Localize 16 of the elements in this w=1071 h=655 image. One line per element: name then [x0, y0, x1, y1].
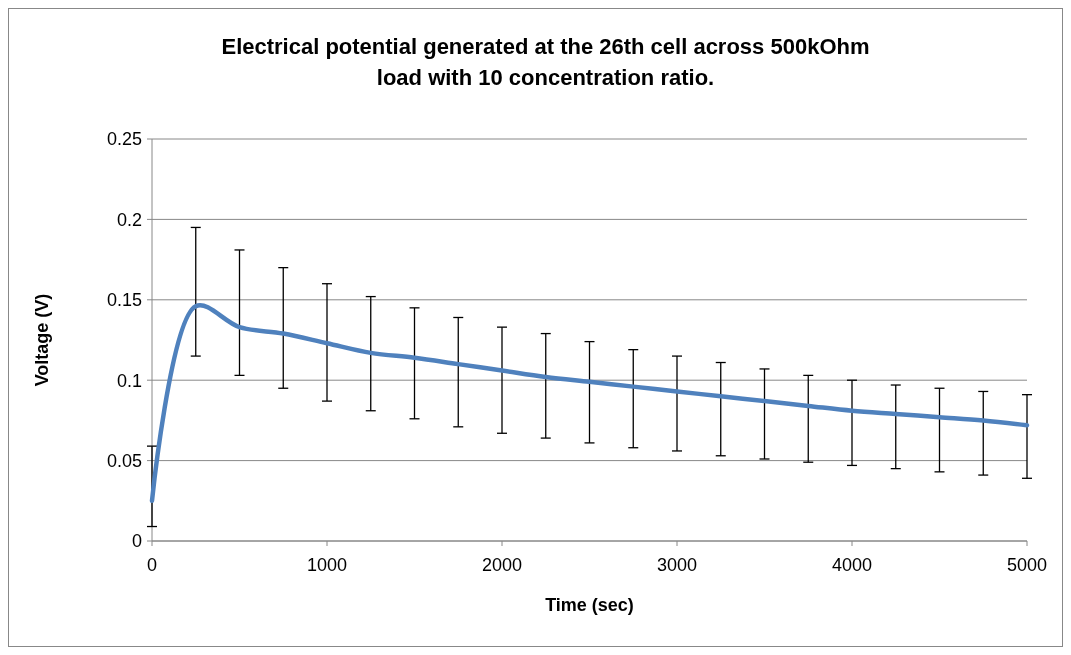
y-tick-label: 0 — [131, 531, 142, 552]
x-tick-label: 2000 — [481, 555, 523, 575]
x-axis-title: Time (sec) — [545, 595, 634, 615]
y-axis-title: Voltage (V) — [32, 293, 52, 387]
y-tick-label: 0.1 — [116, 370, 142, 391]
x-tick-label: 4000 — [831, 555, 873, 575]
y-tick-label: 0.05 — [106, 450, 142, 471]
y-tick-label: 0.2 — [116, 209, 142, 230]
y-tick-label: 0.15 — [106, 290, 142, 311]
x-tick-label: 5000 — [1006, 555, 1048, 575]
chart-title: Electrical potential generated at the 26th cell across 500kOhm load with 10 concentration ratio. — [221, 34, 870, 90]
line-series — [149, 303, 1030, 504]
x-tick-label: 0 — [146, 555, 158, 575]
x-tick-label: 1000 — [306, 555, 348, 575]
y-tick-label: 0.25 — [106, 129, 142, 150]
x-tick-label: 3000 — [656, 555, 698, 575]
